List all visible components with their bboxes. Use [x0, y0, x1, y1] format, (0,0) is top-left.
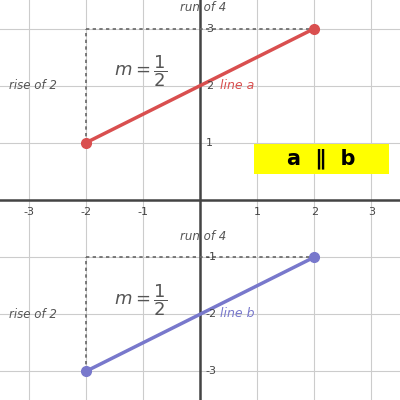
Text: $m=\dfrac{1}{2}$: $m=\dfrac{1}{2}$ [114, 54, 167, 89]
Text: 3: 3 [368, 207, 375, 217]
Text: 1: 1 [206, 138, 213, 148]
Text: -2: -2 [206, 309, 217, 319]
Text: -3: -3 [206, 366, 217, 376]
Text: $m=\dfrac{1}{2}$: $m=\dfrac{1}{2}$ [114, 282, 167, 318]
Text: 2: 2 [206, 81, 213, 91]
Text: rise of 2: rise of 2 [8, 79, 56, 92]
Text: -2: -2 [80, 207, 91, 217]
FancyBboxPatch shape [254, 144, 388, 174]
Text: 3: 3 [206, 24, 213, 34]
Text: run of 4: run of 4 [180, 230, 226, 243]
Text: 2: 2 [311, 207, 318, 217]
Text: 1: 1 [254, 207, 261, 217]
Text: -1: -1 [137, 207, 148, 217]
Text: a  ∥  b: a ∥ b [287, 149, 356, 170]
Text: line a: line a [220, 79, 254, 92]
Text: -3: -3 [23, 207, 34, 217]
Text: line b: line b [220, 308, 254, 320]
Text: -1: -1 [206, 252, 217, 262]
Text: rise of 2: rise of 2 [8, 308, 56, 321]
Text: run of 4: run of 4 [180, 1, 226, 14]
